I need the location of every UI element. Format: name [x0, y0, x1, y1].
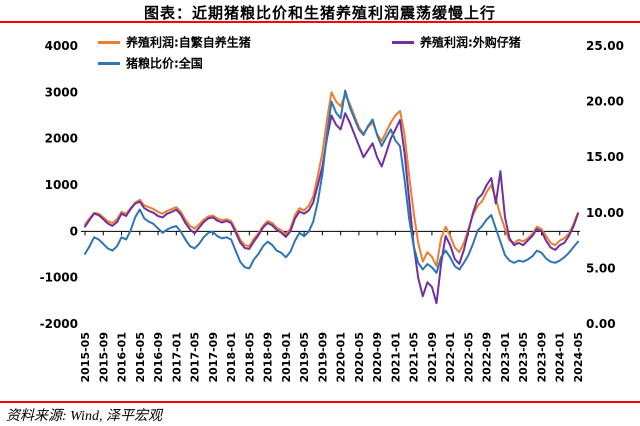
- x-axis-tick-label: 2024-05: [572, 332, 585, 383]
- legend-item-self-bred-profit: 养殖利润:自繁自养生猪: [98, 34, 251, 50]
- x-axis-tick-label: 2021-09: [426, 332, 439, 383]
- x-axis-tick-label: 2024-01: [554, 332, 567, 383]
- right-axis-tick-label: 0.00: [586, 317, 616, 331]
- x-axis-tick-label: 2018-01: [225, 332, 238, 383]
- bottom-rule: [0, 401, 640, 403]
- legend-label-hog-grain-ratio: 猪粮比价:全国: [126, 56, 203, 71]
- x-axis-tick-label: 2015-09: [97, 332, 110, 383]
- x-axis-tick-label: 2017-01: [170, 332, 183, 383]
- x-axis-tick-label: 2020-09: [371, 332, 384, 383]
- x-axis-tick-label: 2019-05: [298, 332, 311, 383]
- x-axis-tick-label: 2023-05: [517, 332, 530, 383]
- left-axis-tick-label: -1000: [40, 271, 78, 285]
- x-axis-tick-label: 2016-01: [116, 332, 129, 383]
- x-axis-tick-label: 2015-05: [79, 332, 92, 383]
- left-axis-tick-label: 4000: [45, 39, 78, 53]
- x-axis-tick-label: 2018-09: [262, 332, 275, 383]
- legend-label-piglet-profit: 养殖利润:外购仔猪: [420, 35, 521, 50]
- blue-line-swatch: [98, 62, 120, 65]
- x-axis-tick-label: 2016-09: [152, 332, 165, 383]
- purple-line-swatch: [392, 41, 414, 44]
- x-axis-tick-label: 2023-01: [499, 332, 512, 383]
- x-axis-tick-label: 2017-09: [207, 332, 220, 383]
- x-axis-tick-label: 2018-05: [243, 332, 256, 383]
- left-axis-tick-label: 0: [70, 224, 78, 238]
- x-axis-tick-label: 2023-09: [535, 332, 548, 383]
- right-axis-tick-label: 10.00: [586, 206, 624, 220]
- series-line-2: [84, 89, 579, 274]
- x-axis-tick-label: 2016-05: [134, 332, 147, 383]
- x-axis-tick-label: 2017-05: [189, 332, 202, 383]
- x-axis-tick-label: 2019-01: [280, 332, 293, 383]
- left-axis-tick-label: 2000: [45, 132, 78, 146]
- x-axis-tick-label: 2020-05: [353, 332, 366, 383]
- right-axis-tick-label: 25.00: [586, 39, 624, 53]
- series-line-1: [84, 112, 579, 305]
- left-axis-tick-label: -2000: [40, 317, 78, 331]
- left-axis-tick-label: 1000: [45, 178, 78, 192]
- x-axis-tick-label: 2022-09: [481, 332, 494, 383]
- x-axis-tick-label: 2020-01: [335, 332, 348, 383]
- right-axis-tick-label: 20.00: [586, 95, 624, 109]
- chart-title: 图表：近期猪粮比价和生猪养殖利润震荡缓慢上行: [143, 4, 496, 22]
- x-axis-tick-label: 2019-09: [316, 332, 329, 383]
- left-axis-tick-label: 3000: [45, 85, 78, 99]
- profit-ratio-chart: 4000 3000 2000 1000 0 -1000 -2000 25.00 20.00 15.…: [40, 39, 624, 383]
- x-axis-tick-label: 2022-01: [444, 332, 457, 383]
- legend-item-piglet-profit: 养殖利润:外购仔猪: [392, 34, 521, 50]
- legend-label-self-bred-profit: 养殖利润:自繁自养生猪: [126, 35, 251, 50]
- source-note: 资料来源: Wind, 泽平宏观: [6, 409, 162, 424]
- top-rule: [0, 21, 640, 23]
- right-axis-tick-label: 5.00: [586, 261, 616, 275]
- right-axis-tick-label: 15.00: [586, 150, 624, 164]
- orange-line-swatch: [98, 41, 120, 44]
- x-axis-tick-label: 2021-01: [389, 332, 402, 383]
- x-axis-tick-label: 2021-05: [408, 332, 421, 383]
- x-axis-tick-label: 2022-05: [462, 332, 475, 383]
- legend-item-hog-grain-ratio: 猪粮比价:全国: [98, 55, 203, 71]
